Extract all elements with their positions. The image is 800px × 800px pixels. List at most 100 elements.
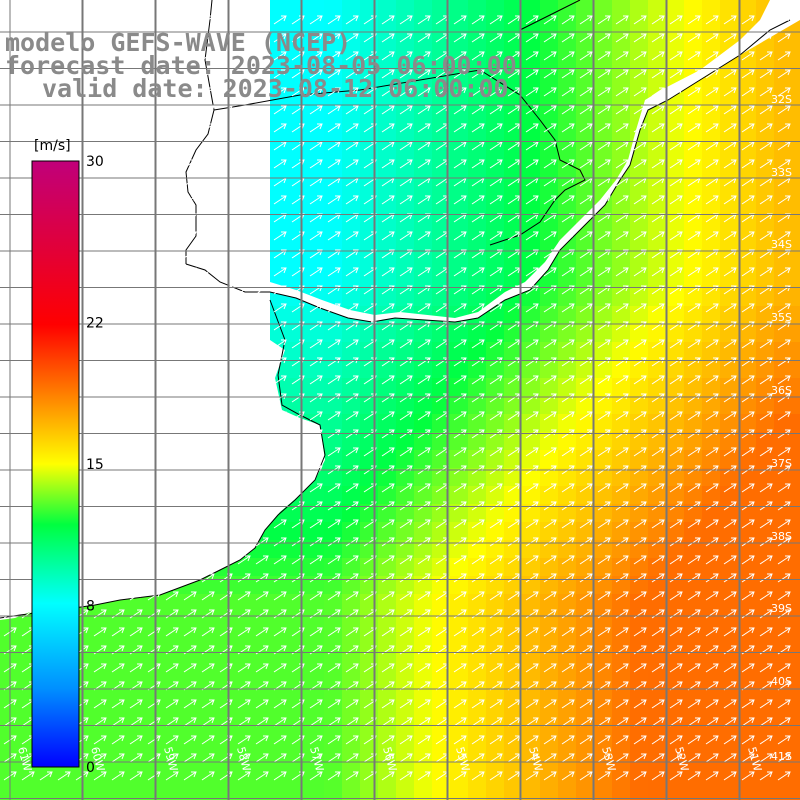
wind-speed-cell xyxy=(648,198,667,217)
wind-speed-cell xyxy=(504,450,523,469)
wind-speed-cell xyxy=(504,378,523,397)
wind-arrow xyxy=(129,231,143,241)
wind-arrow xyxy=(165,33,179,43)
wind-arrow xyxy=(669,123,683,133)
wind-speed-cell xyxy=(792,18,800,37)
wind-speed-cell xyxy=(738,216,757,235)
wind-arrow xyxy=(723,483,737,493)
wind-arrow xyxy=(741,411,755,421)
wind-arrow xyxy=(111,609,125,619)
wind-speed-cell xyxy=(792,90,800,109)
wind-arrow xyxy=(777,267,791,277)
wind-speed-cell xyxy=(468,54,487,73)
wind-arrow xyxy=(93,195,107,205)
wind-speed-cell xyxy=(666,558,685,577)
wind-arrow xyxy=(255,735,269,745)
wind-arrow xyxy=(129,609,143,619)
wind-arrow xyxy=(453,771,467,781)
wind-speed-cell xyxy=(792,144,800,163)
wind-speed-cell xyxy=(576,558,595,577)
wind-arrow xyxy=(633,69,647,79)
wind-speed-cell xyxy=(450,630,469,649)
wind-speed-cell xyxy=(414,36,433,55)
wind-speed-cell xyxy=(432,54,451,73)
wind-speed-cell xyxy=(144,630,163,649)
wind-arrow xyxy=(759,591,773,601)
wind-speed-cell xyxy=(432,198,451,217)
wind-arrow xyxy=(723,771,737,781)
wind-arrow xyxy=(615,519,629,529)
wind-speed-cell xyxy=(720,126,739,145)
wind-speed-cell xyxy=(378,720,397,739)
wind-speed-cell xyxy=(144,720,163,739)
wind-arrow xyxy=(525,717,539,727)
wind-speed-cell xyxy=(468,450,487,469)
wind-speed-cell xyxy=(486,720,505,739)
wind-speed-cell xyxy=(504,306,523,325)
wind-speed-cell xyxy=(720,396,739,415)
wind-arrow xyxy=(777,519,791,529)
wind-speed-cell xyxy=(378,324,397,343)
wind-arrow xyxy=(147,303,161,313)
wind-speed-cell xyxy=(234,558,253,577)
wind-speed-cell xyxy=(126,720,145,739)
wind-arrow xyxy=(633,105,647,115)
wind-arrow xyxy=(687,555,701,565)
wind-speed-cell xyxy=(504,414,523,433)
wind-speed-cell xyxy=(720,540,739,559)
wind-arrow xyxy=(273,87,287,97)
wind-arrow xyxy=(57,51,71,61)
wind-speed-cell xyxy=(486,36,505,55)
wind-arrow xyxy=(201,663,215,673)
wind-speed-cell xyxy=(522,540,541,559)
wind-arrow xyxy=(525,87,539,97)
wind-arrow xyxy=(111,555,125,565)
wind-arrow xyxy=(273,717,287,727)
wind-speed-cell xyxy=(540,432,559,451)
wind-speed-cell xyxy=(414,216,433,235)
wind-arrow xyxy=(651,447,665,457)
wind-speed-cell xyxy=(396,36,415,55)
wind-speed-cell xyxy=(612,324,631,343)
wind-speed-cell xyxy=(684,306,703,325)
wind-arrow xyxy=(561,555,575,565)
wind-speed-cell xyxy=(630,558,649,577)
wind-speed-cell xyxy=(774,288,793,307)
wind-speed-cell xyxy=(792,180,800,199)
wind-speed-cell xyxy=(306,594,325,613)
wind-speed-cell xyxy=(486,90,505,109)
wind-arrow xyxy=(633,753,647,763)
wind-speed-cell xyxy=(522,198,541,217)
wind-arrow xyxy=(669,195,683,205)
wind-arrow xyxy=(633,231,647,241)
wind-speed-cell xyxy=(558,306,577,325)
wind-arrow xyxy=(651,699,665,709)
wind-speed-cell xyxy=(540,720,559,739)
wind-arrow xyxy=(111,159,125,169)
wind-arrow xyxy=(579,771,593,781)
wind-arrow xyxy=(183,411,197,421)
wind-arrow xyxy=(399,663,413,673)
wind-speed-cell xyxy=(90,720,109,739)
wind-speed-cell xyxy=(234,774,253,793)
wind-arrow xyxy=(597,105,611,115)
wind-arrow xyxy=(615,753,629,763)
wind-arrow xyxy=(381,699,395,709)
wind-arrow xyxy=(327,339,341,349)
wind-speed-cell xyxy=(648,306,667,325)
wind-speed-cell xyxy=(738,414,757,433)
wind-speed-cell xyxy=(324,540,343,559)
wind-arrow xyxy=(597,159,611,169)
wind-speed-cell xyxy=(702,216,721,235)
wind-speed-cell xyxy=(504,594,523,613)
wind-speed-cell xyxy=(396,432,415,451)
wind-speed-cell xyxy=(576,702,595,721)
wind-arrow xyxy=(381,519,395,529)
wind-speed-cell xyxy=(522,432,541,451)
wind-speed-cell xyxy=(378,666,397,685)
wind-speed-cell xyxy=(486,198,505,217)
wind-arrow xyxy=(345,87,359,97)
wind-arrow xyxy=(165,555,179,565)
title-forecast-date: forecast date: 2023-08-05 06:00:00 xyxy=(5,51,517,80)
